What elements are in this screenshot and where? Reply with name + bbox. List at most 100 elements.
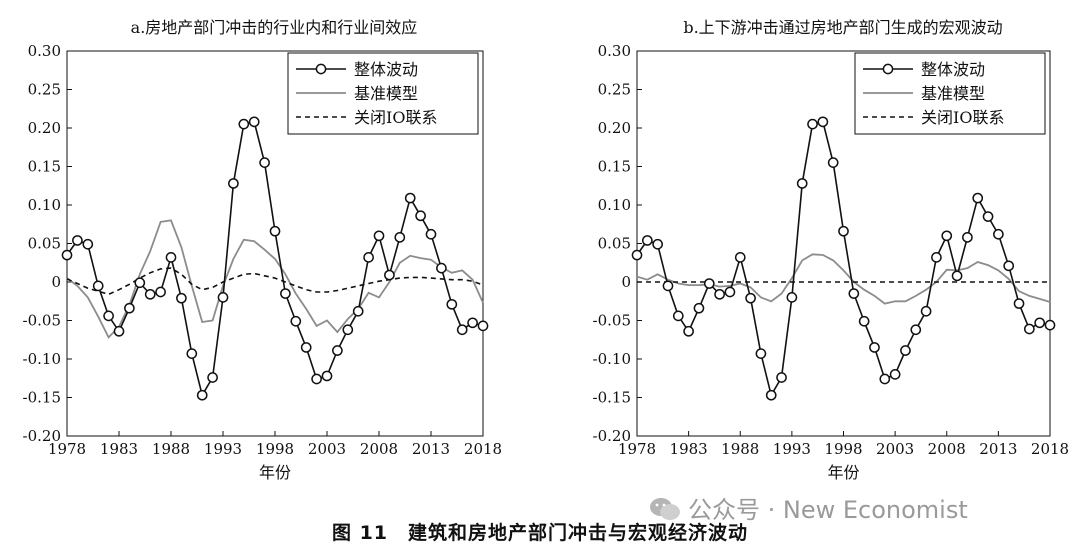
data-point-total: [404, 192, 416, 204]
series-line-no-io: [66, 267, 484, 296]
data-point-total: [290, 315, 302, 327]
x-tick-label: 1993: [773, 440, 811, 458]
watermark: 公众号 · New Economist: [648, 490, 968, 525]
legend-label: 关闭IO联系: [921, 108, 1004, 127]
y-tick-label: -0.05: [23, 312, 61, 330]
x-tick-label: 2003: [876, 440, 914, 458]
y-tick-label: 0: [621, 273, 631, 291]
y-tick-label: 0.30: [28, 42, 61, 60]
x-tick-label: 2008: [928, 440, 966, 458]
data-point-total: [982, 211, 994, 222]
data-point-total: [373, 230, 385, 242]
data-point-total: [641, 235, 653, 246]
data-point-total: [1044, 319, 1056, 331]
x-tick-label: 1983: [670, 440, 708, 458]
y-tick-label: -0.05: [593, 312, 631, 330]
data-point-total: [300, 342, 312, 353]
series-line-total: [636, 120, 1051, 398]
x-tick-label: 2018: [464, 440, 502, 458]
y-tick-label: 0.15: [598, 158, 631, 176]
data-point-total: [1034, 317, 1046, 329]
y-tick-label: -0.20: [23, 427, 61, 445]
x-axis-label: 年份: [827, 463, 859, 482]
y-tick-label: 0: [51, 273, 61, 291]
x-tick-label: 2018: [1031, 440, 1069, 458]
x-tick-label: 1978: [48, 440, 86, 458]
data-point-total: [165, 252, 177, 263]
legend-label: 整体波动: [921, 60, 985, 79]
y-tick-label: 0.05: [598, 235, 631, 253]
x-tick-label: 1988: [152, 440, 190, 458]
data-point-total: [755, 348, 767, 359]
legend-marker-total: [315, 63, 327, 75]
wechat-logo-icon: [650, 498, 680, 520]
data-point-total: [248, 116, 260, 128]
x-tick-label: 2008: [360, 440, 398, 458]
y-tick-label: -0.10: [593, 350, 631, 368]
y-tick-label: 0.30: [598, 42, 631, 60]
data-point-total: [352, 305, 364, 317]
x-tick-label: 1983: [100, 440, 138, 458]
data-point-total: [838, 225, 849, 237]
y-tick-label: 0.10: [598, 196, 631, 214]
data-point-total: [693, 302, 705, 314]
y-tick-label: 0.20: [598, 119, 631, 137]
legend-label: 基准模型: [354, 84, 418, 103]
data-point-total: [436, 262, 447, 274]
data-point-total: [61, 249, 73, 261]
chart-title: a.房地产部门冲击的行业内和行业间效应: [131, 18, 418, 37]
data-point-total: [425, 228, 437, 240]
data-point-total: [941, 230, 953, 242]
data-point-total: [786, 292, 798, 303]
data-point-total: [807, 118, 818, 130]
data-point-total: [652, 238, 664, 250]
data-point-total: [311, 373, 322, 385]
data-point-total: [321, 370, 333, 382]
data-point-total: [631, 249, 643, 261]
series-line-baseline: [636, 253, 1051, 305]
x-tick-label: 1978: [618, 440, 656, 458]
data-point-total: [714, 288, 725, 300]
data-point-total: [1024, 323, 1035, 335]
data-point-total: [889, 369, 901, 380]
chart-panel-b: b.上下游冲击通过房地产部门生成的宏观波动 -0.20 -0.15 -0.10 -0.0…: [593, 18, 1070, 482]
y-tick-label: 0.25: [28, 81, 61, 99]
data-point-total: [993, 228, 1004, 240]
data-point-total: [848, 288, 860, 299]
data-point-total: [734, 252, 746, 263]
data-point-total: [228, 178, 239, 189]
x-tick-label: 1998: [256, 440, 294, 458]
data-point-total: [259, 157, 270, 168]
data-point-total: [72, 235, 83, 246]
data-point-total: [765, 389, 777, 401]
figure-caption: 图 11 建筑和房地产部门冲击与宏观经济波动: [331, 522, 749, 544]
data-point-total: [672, 310, 684, 322]
legend-label: 基准模型: [921, 84, 985, 103]
chart-title: b.上下游冲击通过房地产部门生成的宏观波动: [683, 18, 1002, 37]
data-point-total: [280, 288, 291, 299]
x-axis-label: 年份: [259, 463, 291, 482]
data-point-total: [972, 192, 984, 204]
data-point-total: [113, 325, 125, 337]
data-point-total: [683, 325, 694, 337]
legend-marker-total: [882, 63, 894, 75]
data-point-total: [124, 302, 135, 314]
data-point-total: [269, 225, 281, 237]
data-point-total: [196, 389, 208, 401]
legend-label: 关闭IO联系: [354, 108, 437, 127]
data-point-total: [962, 231, 973, 243]
x-tick-label: 2013: [412, 440, 450, 458]
data-point-total: [869, 342, 880, 353]
data-point-total: [456, 324, 468, 336]
x-tick-label: 1988: [721, 440, 759, 458]
x-tick-label: 2013: [979, 440, 1017, 458]
data-point-total: [384, 269, 395, 281]
data-point-total: [92, 280, 104, 292]
data-point-total: [931, 252, 942, 263]
data-point-total: [951, 270, 963, 282]
legend-label: 整体波动: [354, 60, 418, 79]
data-point-total: [186, 348, 198, 359]
data-point-total: [363, 252, 374, 263]
data-point-total: [910, 324, 922, 336]
